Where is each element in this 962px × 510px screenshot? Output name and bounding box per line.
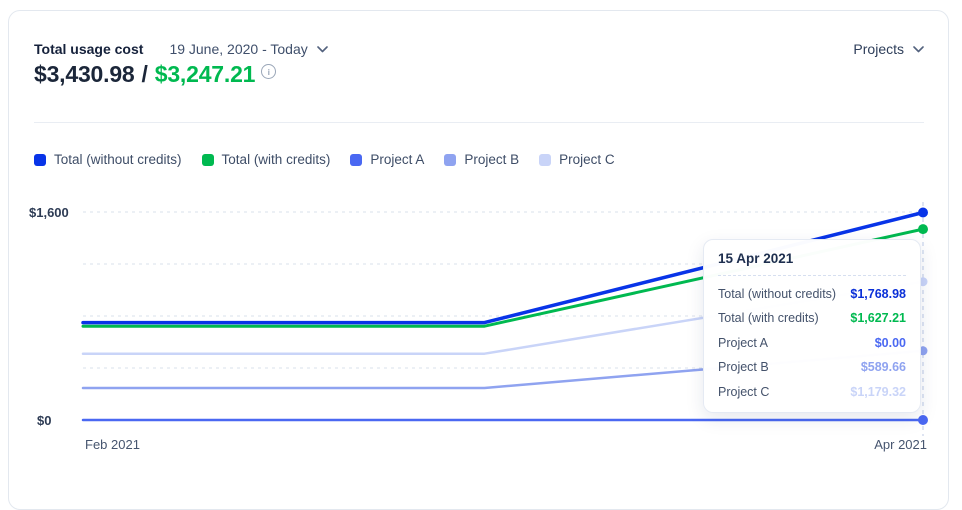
legend-item-total-without-credits[interactable]: Total (without credits) (34, 152, 182, 167)
tooltip-row: Project B $589.66 (718, 360, 906, 374)
chart-tooltip: 15 Apr 2021 Total (without credits) $1,7… (703, 239, 921, 413)
legend-label: Project C (559, 152, 615, 167)
amount-separator: / (141, 61, 148, 87)
tooltip-date: 15 Apr 2021 (718, 251, 906, 276)
total-without-credits-amount: $3,430.98 (34, 61, 135, 87)
legend-item-project-c[interactable]: Project C (539, 152, 615, 167)
tooltip-row-label: Project B (718, 360, 769, 374)
usage-cost-card: Total usage cost 19 June, 2020 - Today P… (8, 10, 949, 510)
tooltip-row: Project A $0.00 (718, 336, 906, 350)
tooltip-row-label: Total (with credits) (718, 311, 819, 325)
chevron-down-icon (316, 45, 328, 53)
card-title: Total usage cost (34, 41, 144, 57)
legend-swatch-icon (350, 153, 363, 166)
legend-swatch-icon (34, 153, 46, 166)
tooltip-row: Project C $1,179.32 (718, 385, 906, 399)
header-divider (34, 122, 924, 123)
legend-swatch-icon (444, 153, 457, 166)
x-axis-label-apr: Apr 2021 (874, 437, 927, 452)
x-axis-label-feb: Feb 2021 (85, 437, 140, 452)
total-with-credits-amount: $3,247.21 (154, 61, 256, 87)
legend-item-total-with-credits[interactable]: Total (with credits) (201, 152, 331, 167)
projects-selector[interactable]: Projects (853, 41, 924, 57)
tooltip-row-value: $1,627.21 (850, 311, 906, 325)
legend-label: Total (with credits) (221, 152, 331, 167)
legend-swatch-icon (539, 153, 552, 166)
legend-item-project-b[interactable]: Project B (444, 152, 519, 167)
legend-label: Project B (464, 152, 520, 167)
series-dot-project-a[interactable] (918, 415, 928, 425)
chevron-down-icon (913, 45, 924, 53)
tooltip-row-value: $1,179.32 (850, 384, 906, 399)
y-axis-label-max: $1,600 (29, 205, 69, 220)
date-range-selector[interactable]: 19 June, 2020 - Today (169, 41, 328, 57)
tooltip-row-label: Total (without credits) (718, 286, 837, 301)
tooltip-row-label: Project C (718, 384, 770, 399)
tooltip-row: Total (with credits) $1,627.21 (718, 311, 906, 325)
tooltip-row-value: $1,768.98 (850, 286, 906, 301)
legend-label: Total (without credits) (54, 152, 182, 167)
legend-label: Project A (370, 152, 425, 167)
tooltip-row: Total (without credits) $1,768.98 (718, 287, 906, 301)
tooltip-row-value: $0.00 (874, 335, 906, 350)
card-header: Total usage cost 19 June, 2020 - Today P… (34, 41, 924, 57)
chart-legend: Total (without credits) Total (with cred… (34, 152, 615, 167)
total-amounts: $3,430.98 / $3,247.21 i (34, 61, 277, 88)
tooltip-row-label: Project A (718, 335, 769, 350)
date-range-label: 19 June, 2020 - Today (169, 41, 308, 57)
legend-item-project-a[interactable]: Project A (350, 152, 424, 167)
legend-swatch-icon (201, 153, 214, 166)
series-dot-total-with-credits[interactable] (918, 224, 928, 235)
y-axis-label-min: $0 (37, 413, 51, 428)
projects-selector-label: Projects (853, 41, 904, 57)
series-dot-total-without-credits[interactable] (918, 207, 928, 218)
info-icon[interactable]: i (261, 64, 277, 79)
tooltip-row-value: $589.66 (860, 360, 906, 374)
